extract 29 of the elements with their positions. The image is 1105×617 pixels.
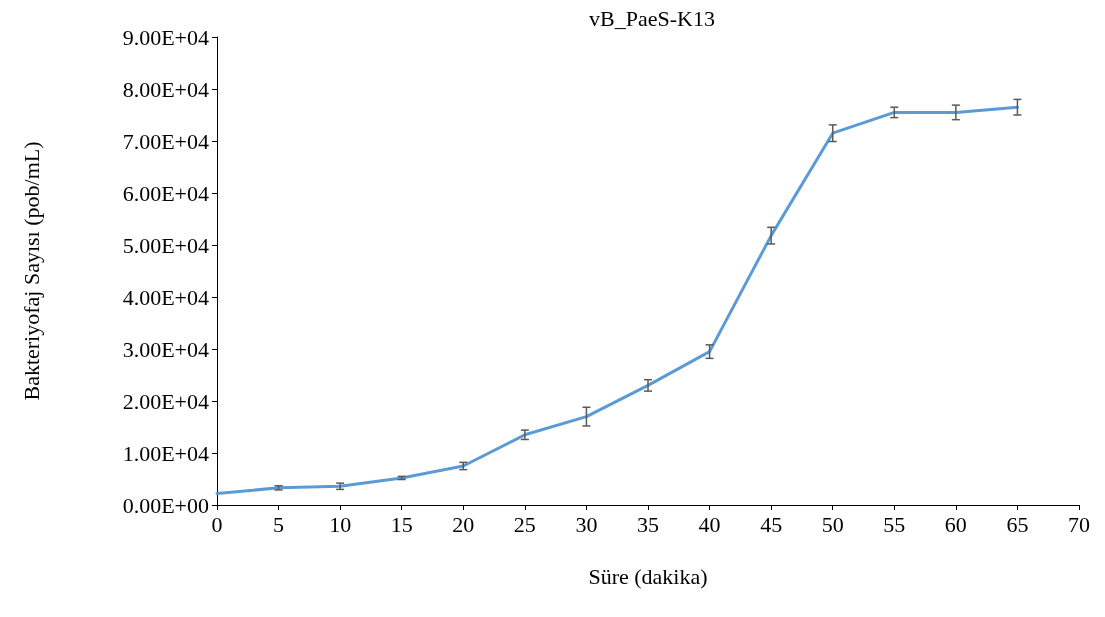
x-tick-label: 65 [1006,511,1029,537]
x-tick-label: 15 [390,511,413,537]
y-tick-label: 8.00E+04 [122,76,209,102]
x-tick-label: 30 [575,511,598,537]
x-tick-label: 45 [760,511,783,537]
line-series [215,105,1019,496]
y-tick-label: 5.00E+04 [122,232,209,258]
y-tick-label: 0.00E+00 [122,492,209,518]
x-tick-label: 25 [513,511,536,537]
y-tick-label: 3.00E+04 [122,336,209,362]
x-tick-label: 0 [211,511,223,537]
chart-title: vB_PaeS-K13 [589,5,715,31]
y-tick-label: 1.00E+04 [122,440,209,466]
x-tick-label: 70 [1068,511,1090,537]
x-tick-label: 60 [944,511,967,537]
y-axis-title: Bakteriyofaj Sayısı (pob/mL) [18,141,44,401]
x-tick-label: 20 [452,511,475,537]
x-tick-label: 50 [821,511,844,537]
x-tick-label: 40 [698,511,721,537]
y-tick-label: 4.00E+04 [122,284,209,310]
x-tick-label: 5 [273,511,285,537]
x-tick-label: 10 [329,511,352,537]
y-tick-label: 7.00E+04 [122,128,209,154]
y-tick-label: 9.00E+04 [122,24,209,50]
y-tick-label: 6.00E+04 [122,180,209,206]
x-tick-label: 55 [883,511,906,537]
x-tick-label: 35 [637,511,659,537]
y-tick-label: 2.00E+04 [122,388,209,414]
x-axis-title: Süre (dakika) [588,563,708,589]
